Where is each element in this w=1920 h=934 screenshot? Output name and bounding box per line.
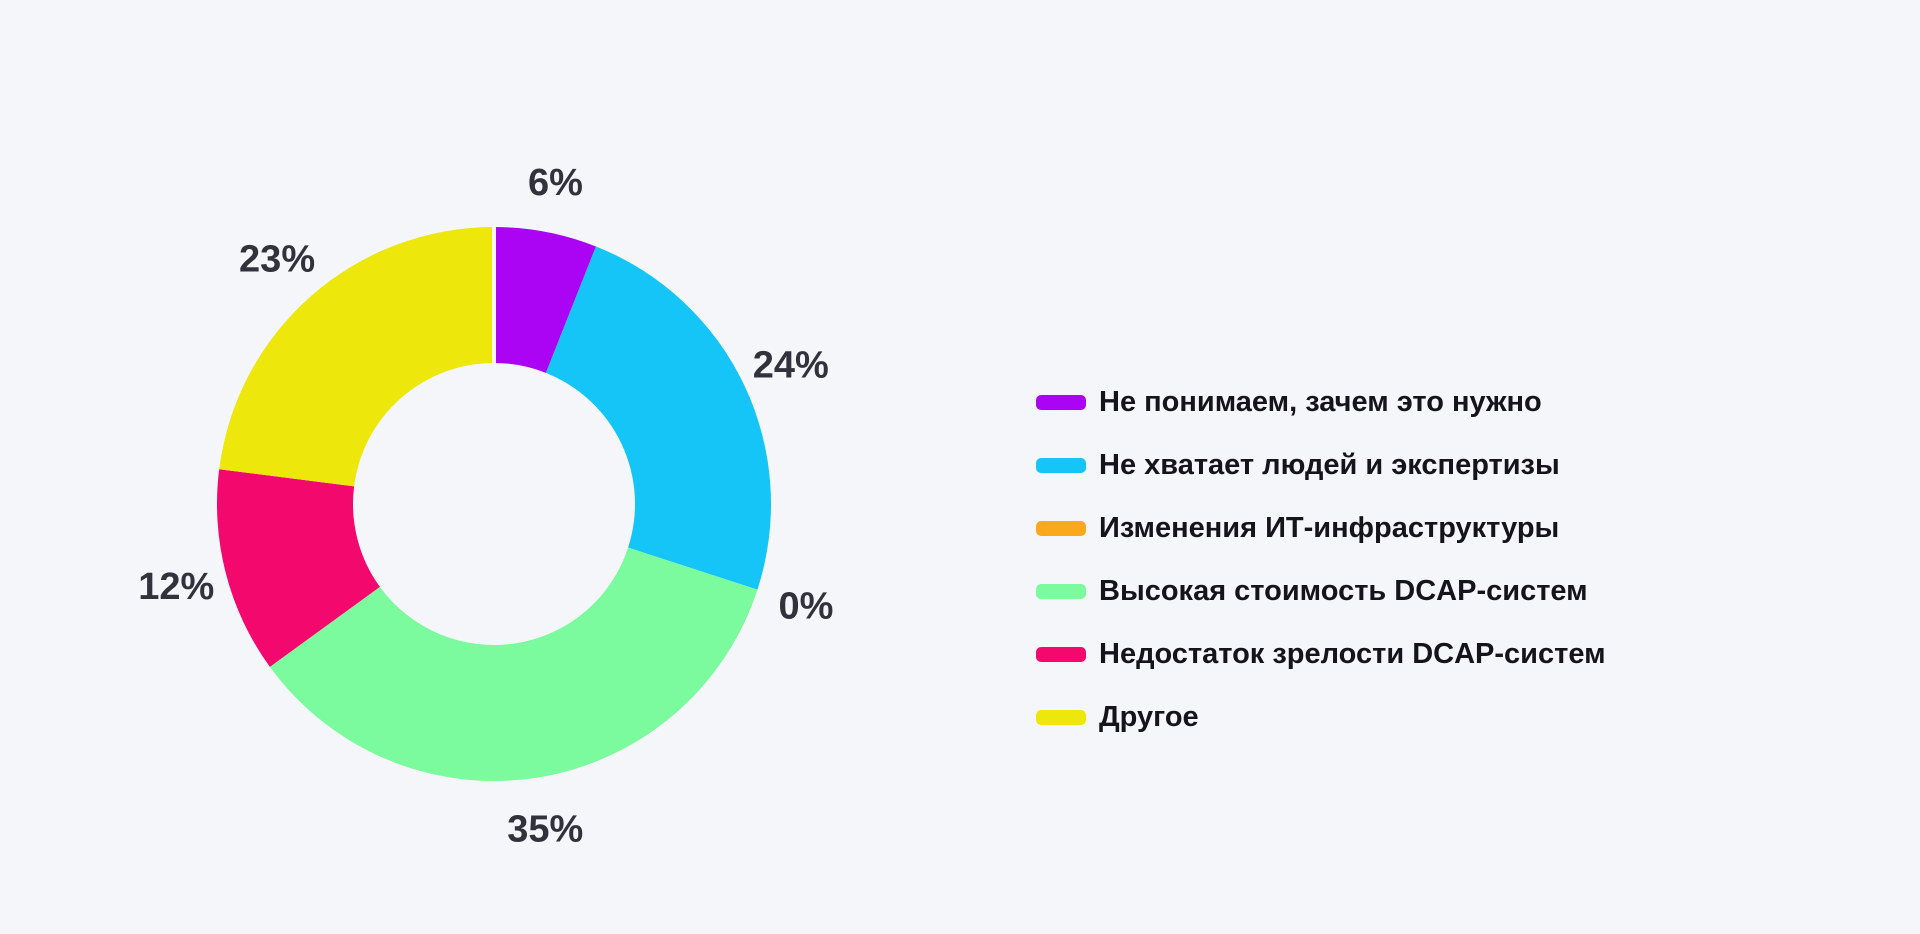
legend-label: Не понимаем, зачем это нужно (1099, 386, 1542, 418)
donut-chart: 6% 24% 0% 35% 12% 23% (138, 162, 833, 850)
legend-label: Изменения ИТ-инфраструктуры (1099, 512, 1560, 544)
slice-percent-label-3: 0% (778, 586, 833, 628)
legend-label: Не хватает людей и экспертизы (1099, 449, 1560, 481)
slice-percent-label-6: 23% (239, 238, 315, 280)
legend-item-4[interactable]: Высокая стоимость DCAP-систем (1036, 560, 1606, 623)
slice-percent-label-4: 35% (507, 808, 583, 850)
pie-slice-2[interactable] (545, 246, 771, 590)
pie-slice-4[interactable] (269, 547, 758, 781)
legend-swatch (1036, 584, 1086, 599)
legend-item-6[interactable]: Другое (1036, 686, 1606, 749)
slice-percent-label-1: 6% (528, 162, 583, 204)
legend-item-2[interactable]: Не хватает людей и экспертизы (1036, 434, 1606, 497)
legend-label: Другое (1099, 701, 1199, 733)
pie-slice-5[interactable] (217, 469, 380, 667)
pie-slice-1[interactable] (494, 227, 596, 373)
pie-slice-6[interactable] (219, 227, 494, 487)
legend-item-5[interactable]: Недостаток зрелости DCAP-систем (1036, 623, 1606, 686)
legend-swatch (1036, 647, 1086, 662)
legend-swatch (1036, 458, 1086, 473)
legend-label: Недостаток зрелости DCAP-систем (1099, 638, 1606, 670)
legend-swatch (1036, 710, 1086, 725)
slice-percent-label-5: 12% (138, 566, 214, 608)
legend-item-1[interactable]: Не понимаем, зачем это нужно (1036, 371, 1606, 434)
legend: Не понимаем, зачем это нужно Не хватает … (1036, 371, 1606, 749)
slice-percent-label-2: 24% (753, 345, 829, 387)
legend-swatch (1036, 521, 1086, 536)
legend-item-3[interactable]: Изменения ИТ-инфраструктуры (1036, 497, 1606, 560)
legend-swatch (1036, 395, 1086, 410)
legend-label: Высокая стоимость DCAP-систем (1099, 575, 1588, 607)
